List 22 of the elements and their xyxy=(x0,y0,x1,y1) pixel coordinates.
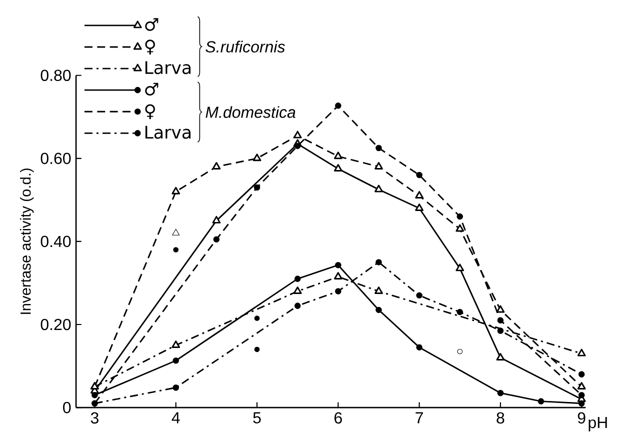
legend-label: ♂ xyxy=(145,82,158,96)
text: S.ruficornis xyxy=(206,40,285,52)
y-tick-label: 0.40 xyxy=(40,236,71,247)
x-tick-label: 3 xyxy=(90,412,98,424)
x-tick-label: 9 xyxy=(578,412,586,424)
legend-label: ♂ xyxy=(145,18,158,31)
legend-label: ♀ xyxy=(145,40,155,54)
x-tick-label: 6 xyxy=(334,412,342,424)
y-tick-label: 0.60 xyxy=(40,152,71,164)
y-tick-label: 0 xyxy=(63,402,71,414)
annotation: M.domestica xyxy=(206,106,296,118)
x-tick-label: 8 xyxy=(496,412,504,424)
x-tick-label: 7 xyxy=(416,412,423,424)
x-tick-label: 4 xyxy=(172,412,180,424)
x-axis-title: pH xyxy=(588,416,607,432)
y-tick-label: 0.80 xyxy=(40,70,71,81)
legend-label: Larva xyxy=(145,126,191,139)
legend-label: ♀ xyxy=(145,104,155,119)
legend-label: Larva xyxy=(145,61,191,74)
y-axis-title: Invertase activity (o.d.) xyxy=(20,168,34,314)
y-tick-label: 0.20 xyxy=(40,318,71,330)
x-tick-label: 5 xyxy=(253,412,261,424)
